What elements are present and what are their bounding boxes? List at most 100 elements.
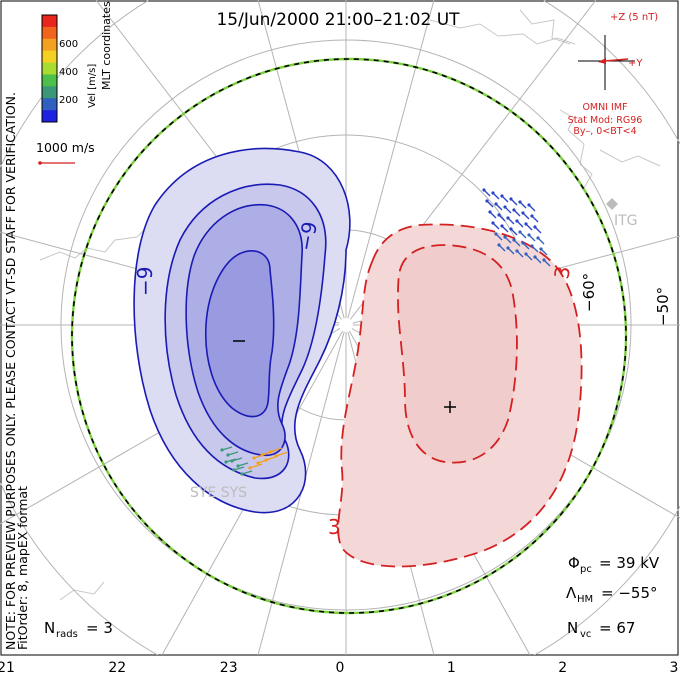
pos-contour-label-2: 3 bbox=[328, 515, 341, 539]
negative-cell-contour-4 bbox=[204, 250, 275, 418]
velocity-vector bbox=[221, 446, 233, 451]
stat-phi-pc: Φ pc = 39 kV bbox=[568, 554, 660, 575]
colorbar-tick-600: 600 bbox=[59, 39, 78, 50]
velocity-vector bbox=[534, 226, 542, 234]
velocity-vector bbox=[233, 466, 245, 471]
velocity-vector bbox=[237, 462, 249, 467]
reference-vector bbox=[38, 161, 75, 165]
velocity-vector bbox=[501, 225, 509, 233]
velocity-vector bbox=[531, 245, 539, 253]
magnetic-pole-marker bbox=[339, 318, 353, 332]
imf-arrowhead bbox=[598, 58, 606, 64]
colorbar-segment bbox=[42, 74, 57, 87]
station-label-itg: ITG bbox=[614, 213, 638, 229]
stat-lambda-hm: Λ HM = −55° bbox=[566, 584, 658, 605]
velocity-vector bbox=[510, 198, 518, 206]
velocity-vector bbox=[528, 204, 536, 212]
velocity-vector bbox=[531, 215, 539, 223]
colorbar-frame bbox=[41, 14, 58, 123]
mlt-tick-label: 21 bbox=[0, 660, 15, 674]
velocity-vector bbox=[525, 253, 533, 261]
velocity-vector bbox=[519, 231, 527, 239]
colorbar-tick-400: 400 bbox=[59, 67, 78, 78]
svg-text:vc: vc bbox=[580, 629, 591, 640]
hm-boundary-black bbox=[71, 58, 627, 614]
station-label-sye-sys: SYE SYS bbox=[190, 485, 247, 501]
velocity-vector bbox=[495, 233, 503, 241]
positive-cell bbox=[337, 223, 583, 568]
preview-note: NOTE: FOR PREVIEW PURPOSES ONLY. PLEASE … bbox=[3, 92, 18, 650]
svg-text:= 39 kV: = 39 kV bbox=[599, 554, 660, 572]
velocity-vector bbox=[225, 458, 237, 463]
velocity-vector bbox=[507, 247, 515, 255]
velocity-vector bbox=[525, 223, 533, 231]
fit-order-note: FitOrder: 8, mapEX format bbox=[15, 486, 30, 650]
plot-title: 15/Jun/2000 21:00–21:02 UT bbox=[216, 10, 460, 30]
velocity-vector bbox=[504, 236, 512, 244]
velocity-vector bbox=[504, 206, 512, 214]
velocity-vector bbox=[534, 256, 542, 264]
stat-n-rads: N rads = 3 bbox=[44, 619, 113, 640]
svg-text:= 3: = 3 bbox=[86, 619, 113, 637]
velocity-vector bbox=[249, 463, 263, 469]
velocity-vectors-west bbox=[220, 446, 289, 476]
velocity-vector bbox=[269, 447, 283, 453]
colorbar-segment bbox=[42, 38, 57, 51]
colorbar-segment bbox=[42, 15, 57, 28]
mlt-tick-label: 3 bbox=[670, 660, 679, 674]
velocity-vector bbox=[231, 457, 243, 462]
colorbar-tick-200: 200 bbox=[59, 95, 78, 106]
velocity-vector bbox=[522, 212, 530, 220]
velocity-vector bbox=[513, 239, 521, 247]
velocity-vector bbox=[492, 192, 500, 200]
station-marker-itg bbox=[606, 198, 618, 210]
svg-text:= −55°: = −55° bbox=[601, 584, 658, 602]
colorbar-segment bbox=[42, 26, 57, 40]
velocity-vector bbox=[498, 214, 506, 222]
reference-vector-label: 1000 m/s bbox=[36, 140, 95, 155]
neg-contour-label-1: −9 bbox=[133, 267, 157, 296]
positive-cell-inner-contour bbox=[397, 244, 518, 464]
lat-label-50: −50° bbox=[654, 287, 672, 326]
svg-text:pc: pc bbox=[580, 564, 592, 575]
mlt-axis: 21 22 23 0 1 2 3 bbox=[0, 660, 678, 674]
velocity-vector bbox=[543, 259, 551, 267]
imf-condition: By–, 0<BT<4 bbox=[573, 126, 636, 137]
mlt-tick-label: 0 bbox=[336, 660, 345, 674]
stat-n-vc: N vc = 67 bbox=[567, 619, 635, 640]
velocity-vector bbox=[275, 451, 289, 457]
velocity-vector bbox=[537, 237, 545, 245]
velocity-vector bbox=[498, 244, 506, 252]
velocity-vector bbox=[486, 200, 494, 208]
velocity-vector bbox=[495, 203, 503, 211]
velocity-vector bbox=[540, 248, 548, 256]
velocity-vector bbox=[513, 209, 521, 217]
svg-text:Λ: Λ bbox=[566, 584, 577, 602]
svg-text:HM: HM bbox=[577, 594, 593, 605]
colorbar-label: Vel [m/s] bbox=[87, 64, 98, 108]
pos-contour-label-1: 3 bbox=[549, 264, 575, 281]
velocity-vector bbox=[528, 234, 536, 242]
velocity-vector bbox=[227, 451, 239, 456]
svg-text:rads: rads bbox=[56, 629, 78, 640]
velocity-vector bbox=[510, 228, 518, 236]
velocity-vector bbox=[489, 211, 497, 219]
colorbar-segment bbox=[42, 110, 57, 123]
velocity-vector bbox=[507, 217, 515, 225]
velocity-vector bbox=[492, 222, 500, 230]
svg-text:N: N bbox=[44, 619, 55, 637]
neg-contour-label-2: −9 bbox=[293, 220, 322, 253]
velocity-vector bbox=[516, 220, 524, 228]
velocity-vector bbox=[501, 195, 509, 203]
svg-text:= 67: = 67 bbox=[599, 619, 635, 637]
mlt-tick-label: 2 bbox=[558, 660, 567, 674]
velocity-vector bbox=[522, 242, 530, 250]
colorbar-segment bbox=[42, 62, 57, 75]
velocity-vector bbox=[483, 189, 491, 197]
imf-vector bbox=[604, 58, 629, 62]
imf-y-label: +Y bbox=[628, 58, 643, 69]
colorbar-segment bbox=[42, 98, 57, 111]
lat-label-60: −60° bbox=[580, 273, 598, 312]
velocity-colorbar bbox=[41, 14, 58, 123]
